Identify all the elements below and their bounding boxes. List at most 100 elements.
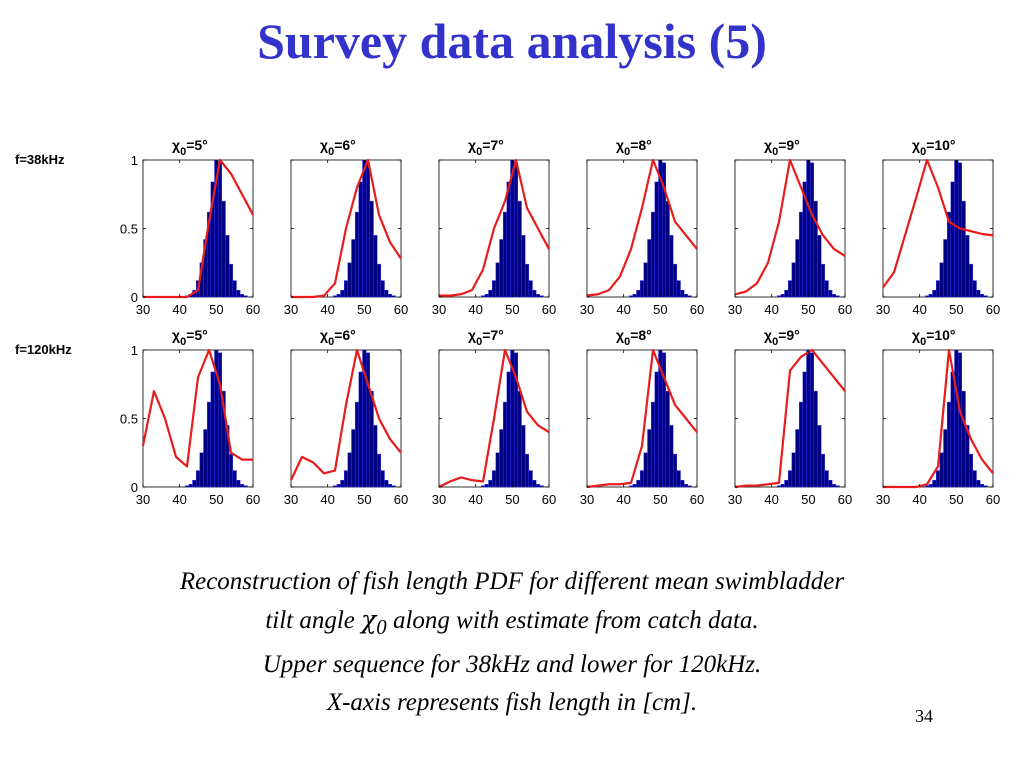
histogram-bar xyxy=(669,235,674,298)
x-tick-label: 40 xyxy=(912,302,926,317)
x-tick-label: 50 xyxy=(949,302,963,317)
x-tick-label: 60 xyxy=(394,302,408,317)
histogram-bar xyxy=(499,429,504,488)
y-tick-label: 0.5 xyxy=(120,222,138,237)
histogram-bar xyxy=(824,280,829,298)
histogram-bar xyxy=(828,289,833,298)
x-tick-label: 40 xyxy=(764,302,778,317)
histogram-bar xyxy=(484,294,489,298)
panel-title-subscript: 0 xyxy=(920,146,926,158)
histogram-bar xyxy=(354,211,360,298)
histogram-bar xyxy=(924,485,930,488)
histogram-bar xyxy=(976,289,981,298)
catch-estimate-line xyxy=(882,158,994,289)
histogram-bar xyxy=(517,390,522,488)
histogram-bar xyxy=(780,484,785,488)
x-tick-label: 30 xyxy=(728,492,742,507)
panel-title-subscript: 0 xyxy=(180,146,186,158)
histogram-bar xyxy=(972,280,977,298)
x-tick-label: 30 xyxy=(876,492,890,507)
x-tick-label: 30 xyxy=(580,492,594,507)
catch-estimate-line xyxy=(883,348,994,489)
histogram-bar xyxy=(502,211,508,298)
panel-title-subscript: 0 xyxy=(772,336,778,348)
y-tick-label: 1 xyxy=(131,343,138,358)
histogram-bar xyxy=(954,349,959,488)
panel-title-chi: χ xyxy=(320,137,328,153)
histogram-bar xyxy=(491,470,497,488)
histogram-bar xyxy=(776,295,782,298)
histogram-bar xyxy=(195,470,201,488)
panel-title-subscript: 0 xyxy=(624,146,630,158)
histogram-bar xyxy=(968,453,974,488)
histogram-bar xyxy=(373,425,378,488)
caption-line-2-pre: tilt angle xyxy=(265,607,362,634)
histogram-bar xyxy=(391,485,396,488)
histogram-bar xyxy=(924,295,930,298)
axes-box xyxy=(586,349,698,488)
catch-estimate-line xyxy=(734,158,846,296)
histogram-bar xyxy=(665,200,670,298)
histogram-bar xyxy=(632,294,637,298)
histogram-bar xyxy=(683,294,689,298)
axes-box xyxy=(142,349,254,488)
histogram-bar xyxy=(954,159,959,298)
caption-line-4: X-axis represents fish length in [cm]. xyxy=(326,689,698,716)
panel-title: χ0=10° xyxy=(912,327,956,348)
x-tick-label: 50 xyxy=(653,492,667,507)
histogram-bar xyxy=(939,452,944,488)
histogram-bar xyxy=(824,470,829,488)
histogram-bar xyxy=(820,263,826,298)
catch-estimate-line xyxy=(143,158,254,299)
x-tick-label: 50 xyxy=(357,492,371,507)
histogram-bar xyxy=(939,262,944,298)
histogram-bar xyxy=(935,280,941,298)
histogram-bar xyxy=(239,294,245,298)
histogram-bar xyxy=(336,294,341,298)
histogram-bar xyxy=(384,289,389,298)
histogram-bar xyxy=(387,294,393,298)
histogram-bar xyxy=(672,263,678,298)
histogram-bar xyxy=(831,294,837,298)
histogram-bar xyxy=(343,280,349,298)
histogram-bar xyxy=(358,371,363,488)
histogram-bar xyxy=(787,280,793,298)
histogram-bar xyxy=(950,181,955,298)
histogram-bar xyxy=(203,429,208,488)
panel-title: χ0=7° xyxy=(468,137,504,158)
histogram-bar xyxy=(517,200,522,298)
panel-title-value: =6° xyxy=(334,137,356,153)
catch-estimate-line xyxy=(586,158,698,297)
histogram-bar xyxy=(351,429,356,488)
panel-title-chi: χ xyxy=(912,137,920,153)
histogram-bar xyxy=(680,289,685,298)
histogram-bar xyxy=(539,295,544,298)
histogram-bar xyxy=(358,181,363,298)
y-tick-label: 0 xyxy=(131,480,138,495)
histogram-bar xyxy=(935,470,941,488)
histogram-bar xyxy=(683,484,689,488)
panel-title: χ0=9° xyxy=(764,327,800,348)
histogram-bar xyxy=(528,470,533,488)
panel-title-subscript: 0 xyxy=(328,146,334,158)
x-tick-label: 40 xyxy=(912,492,926,507)
histogram-bar xyxy=(380,470,385,488)
panel-title-chi: χ xyxy=(616,327,624,343)
panel-title: χ0=10° xyxy=(912,137,956,158)
histogram-bar xyxy=(639,280,645,298)
panel-title-value: =7° xyxy=(482,137,504,153)
row-label-38khz: f=38kHz xyxy=(15,152,65,167)
panel-title-value: =8° xyxy=(630,327,652,343)
x-tick-label: 60 xyxy=(542,492,556,507)
panel: 30 40 50 60 χ0=9° xyxy=(728,327,852,507)
x-tick-label: 50 xyxy=(653,302,667,317)
histogram-bar xyxy=(983,295,988,298)
panel-title-subscript: 0 xyxy=(476,146,482,158)
x-tick-label: 60 xyxy=(246,302,260,317)
histogram-bar xyxy=(636,479,641,488)
histogram-bar xyxy=(365,162,371,298)
panel-title-subscript: 0 xyxy=(328,336,334,348)
histogram-bar xyxy=(650,401,656,488)
panel: 30 40 50 60 χ0=8° xyxy=(580,137,704,317)
histogram-bar xyxy=(521,235,526,298)
